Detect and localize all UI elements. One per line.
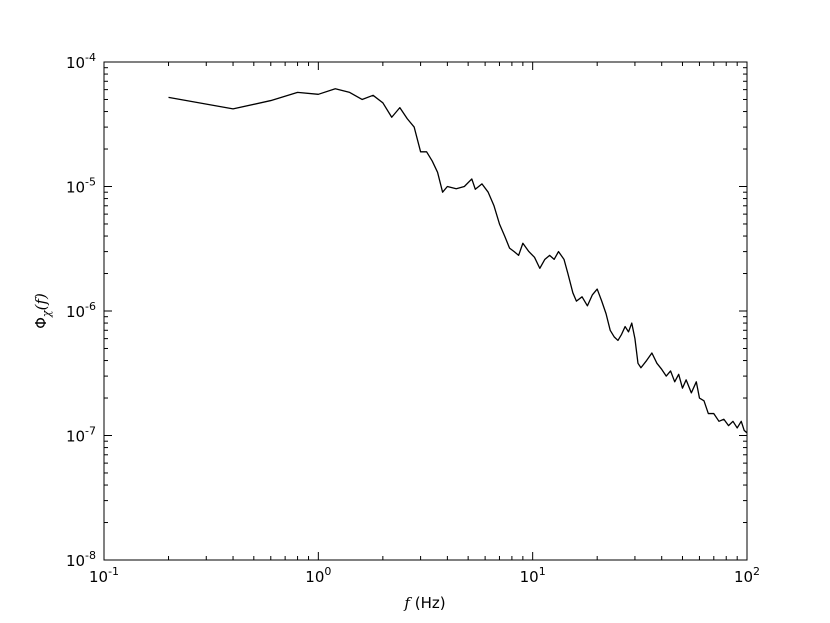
series-line: [168, 88, 748, 434]
axis-ticks: [103, 61, 748, 561]
y-axis-label-arg: (f): [32, 293, 50, 310]
x-tick-label: 101: [520, 565, 546, 586]
y-tick-label: 10-7: [66, 425, 96, 446]
x-tick-label: 10-1: [89, 565, 119, 586]
x-tick-label: 102: [734, 565, 760, 586]
plot-frame: [103, 61, 748, 561]
y-tick-label: 10-6: [66, 300, 96, 321]
x-axis-label-unit: (Hz): [415, 594, 446, 612]
x-tick-label: 100: [305, 565, 331, 586]
y-axis-label-phi: Φ: [32, 317, 50, 329]
x-axis-label-symbol: f: [403, 594, 412, 612]
y-axis-label: Φχ(f): [32, 293, 53, 329]
y-tick-label: 10-8: [66, 549, 96, 570]
y-tick-label: 10-4: [66, 51, 96, 72]
y-tick-label: 10-5: [66, 176, 96, 197]
x-axis-label: f (Hz): [403, 594, 445, 612]
plot-area: [104, 62, 747, 560]
tick-labels: 10-1 100 101 102 10-8 10-7 10-6 10-5 10-4: [66, 51, 760, 586]
y-axis-label-sub: χ: [40, 309, 53, 318]
